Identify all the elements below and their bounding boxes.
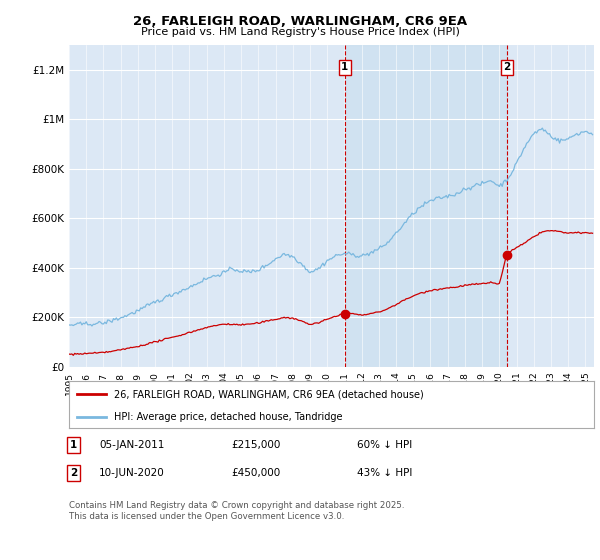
Text: £215,000: £215,000	[231, 440, 280, 450]
Text: 60% ↓ HPI: 60% ↓ HPI	[357, 440, 412, 450]
Text: 26, FARLEIGH ROAD, WARLINGHAM, CR6 9EA (detached house): 26, FARLEIGH ROAD, WARLINGHAM, CR6 9EA (…	[113, 389, 424, 399]
Text: 2: 2	[70, 468, 77, 478]
Text: 43% ↓ HPI: 43% ↓ HPI	[357, 468, 412, 478]
Text: 10-JUN-2020: 10-JUN-2020	[99, 468, 165, 478]
Text: 26, FARLEIGH ROAD, WARLINGHAM, CR6 9EA: 26, FARLEIGH ROAD, WARLINGHAM, CR6 9EA	[133, 15, 467, 28]
Text: 1: 1	[341, 62, 349, 72]
Bar	[345, 45, 507, 367]
Text: Contains HM Land Registry data © Crown copyright and database right 2025.
This d: Contains HM Land Registry data © Crown c…	[69, 501, 404, 521]
Text: Price paid vs. HM Land Registry's House Price Index (HPI): Price paid vs. HM Land Registry's House …	[140, 27, 460, 37]
Text: 1: 1	[70, 440, 77, 450]
Text: £450,000: £450,000	[231, 468, 280, 478]
Text: HPI: Average price, detached house, Tandridge: HPI: Average price, detached house, Tand…	[113, 412, 342, 422]
Text: 2: 2	[503, 62, 511, 72]
Text: 05-JAN-2011: 05-JAN-2011	[99, 440, 164, 450]
